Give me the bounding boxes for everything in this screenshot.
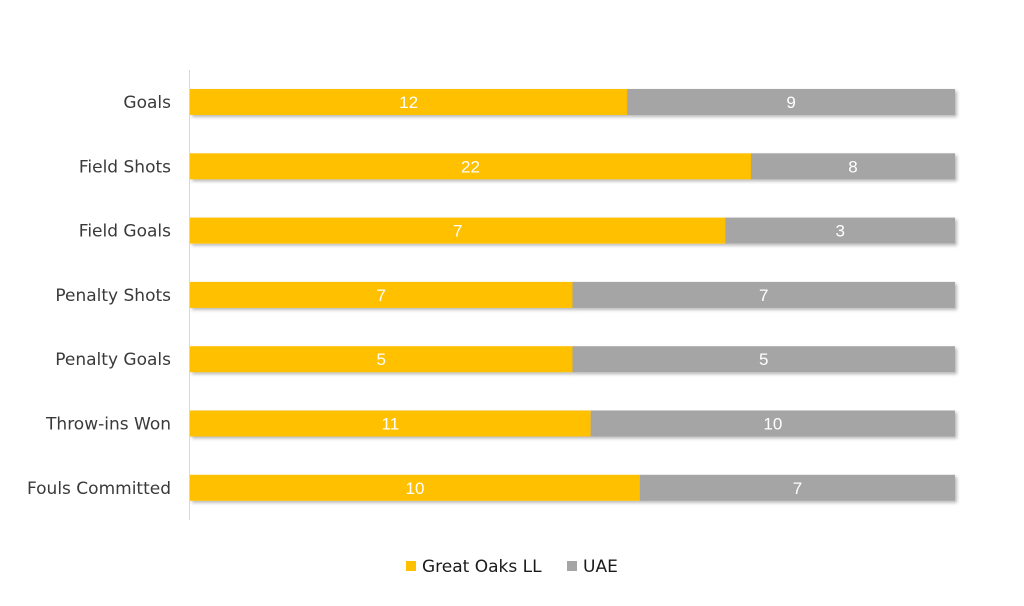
category-label-penalty-shots: Penalty Shots bbox=[55, 286, 171, 306]
bar-great-oaks-ll-penalty-goals bbox=[190, 346, 573, 373]
data-label-great-oaks-ll-goals: 12 bbox=[399, 93, 418, 112]
category-label-goals: Goals bbox=[123, 93, 171, 113]
bar-great-oaks-ll-field-goals bbox=[190, 217, 726, 244]
bar-great-oaks-ll-fouls-committed bbox=[190, 474, 640, 501]
data-label-uae-penalty-goals: 5 bbox=[759, 350, 768, 369]
legend: Great Oaks LL UAE bbox=[406, 557, 618, 577]
category-label-field-shots: Field Shots bbox=[79, 157, 171, 177]
bar-great-oaks-ll-throw-ins-won bbox=[190, 410, 591, 437]
bar-uae-fouls-committed bbox=[640, 474, 955, 501]
plot-area: 12 9 22 8 7 3 7 7 5 5 11 10 10 7 bbox=[190, 89, 955, 501]
data-label-great-oaks-ll-fouls-committed: 10 bbox=[406, 479, 425, 498]
legend-swatch-uae bbox=[567, 561, 577, 571]
data-label-great-oaks-ll-throw-ins-won: 11 bbox=[382, 415, 400, 434]
category-label-throw-ins-won: Throw-ins Won bbox=[45, 415, 171, 435]
bar-uae-penalty-goals bbox=[572, 346, 955, 373]
data-label-uae-field-shots: 8 bbox=[848, 157, 857, 176]
bar-uae-goals bbox=[627, 89, 955, 115]
category-label-fouls-committed: Fouls Committed bbox=[27, 479, 171, 499]
bar-great-oaks-ll-field-shots bbox=[190, 153, 751, 180]
data-label-uae-field-goals: 3 bbox=[836, 222, 845, 241]
data-label-uae-penalty-shots: 7 bbox=[759, 286, 768, 305]
legend-label-uae: UAE bbox=[583, 557, 618, 577]
bar-uae-throw-ins-won bbox=[590, 410, 955, 437]
category-label-penalty-goals: Penalty Goals bbox=[55, 350, 171, 370]
legend-label-great-oaks-ll: Great Oaks LL bbox=[422, 557, 542, 577]
bar-uae-penalty-shots bbox=[572, 281, 955, 308]
bar-great-oaks-ll-penalty-shots bbox=[190, 281, 573, 308]
category-labels: Goals Field Shots Field Goals Penalty Shots… bbox=[27, 93, 171, 499]
data-label-uae-fouls-committed: 7 bbox=[793, 479, 802, 498]
data-label-great-oaks-ll-penalty-shots: 7 bbox=[377, 286, 386, 305]
data-label-uae-throw-ins-won: 10 bbox=[763, 415, 782, 434]
legend-swatch-great-oaks-ll bbox=[406, 561, 416, 571]
category-label-field-goals: Field Goals bbox=[79, 222, 171, 242]
bar-uae-field-shots bbox=[751, 153, 955, 180]
bar-great-oaks-ll-goals bbox=[190, 89, 628, 115]
data-label-great-oaks-ll-penalty-goals: 5 bbox=[377, 350, 386, 369]
data-label-great-oaks-ll-field-goals: 7 bbox=[453, 222, 462, 241]
bar-uae-field-goals bbox=[725, 217, 955, 244]
data-label-great-oaks-ll-field-shots: 22 bbox=[461, 157, 480, 176]
data-label-uae-goals: 9 bbox=[786, 93, 795, 112]
